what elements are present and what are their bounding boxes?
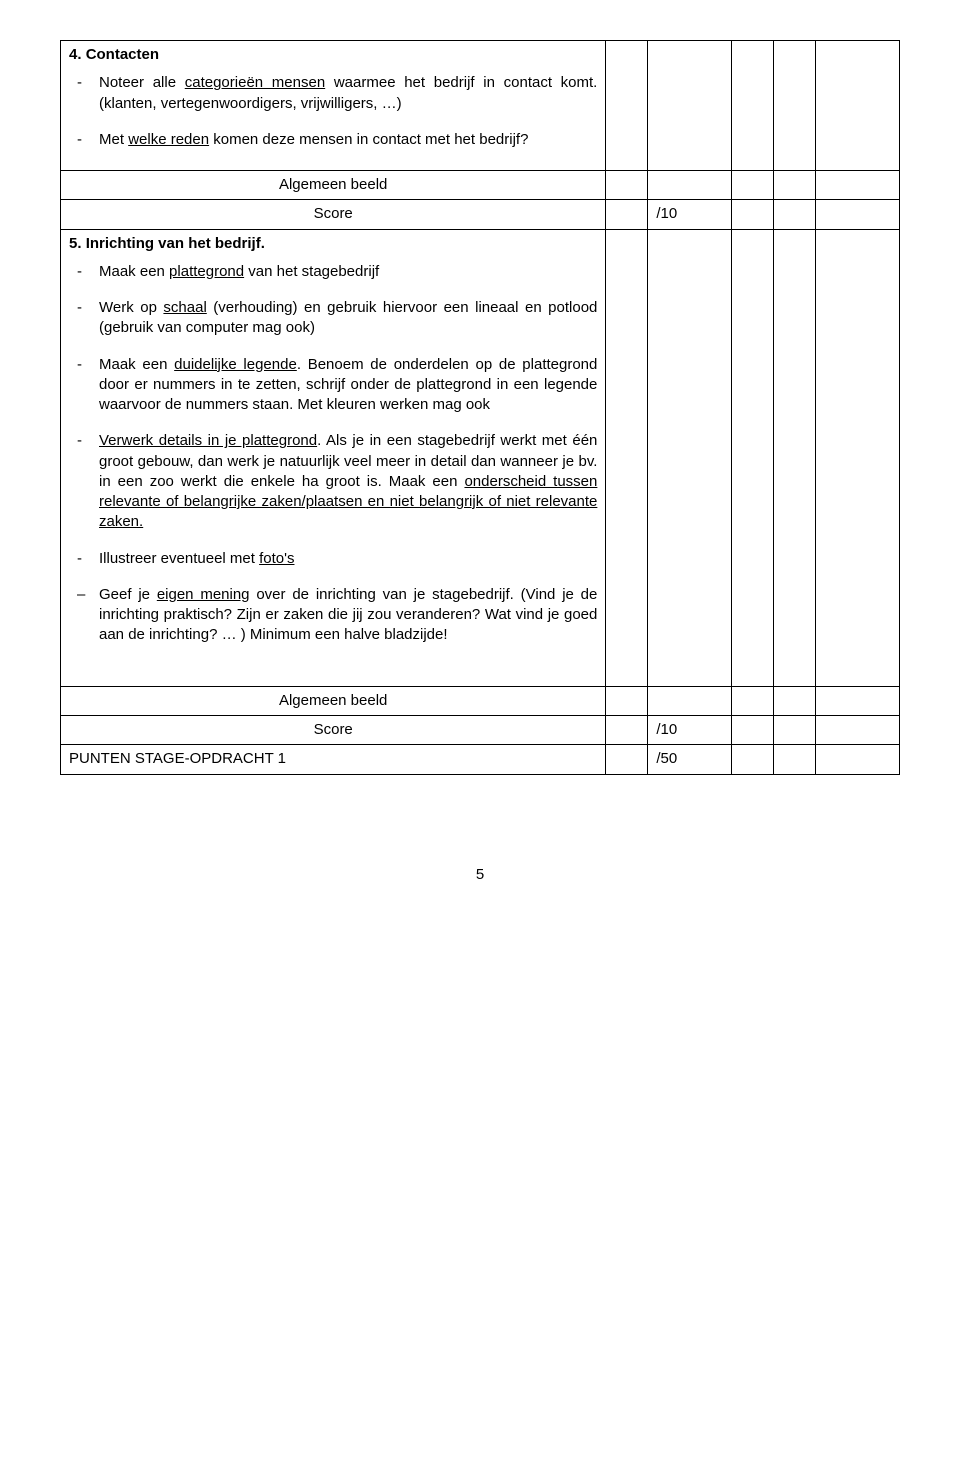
section-5-row: 5. Inrichting van het bedrijf. Maak een … — [61, 229, 900, 686]
section-5-list: Maak een plattegrond van het stagebedrij… — [69, 262, 597, 569]
section-4-score-row: Score /10 — [61, 200, 900, 229]
section-4-item-2: Met welke reden komen deze mensen in con… — [99, 130, 597, 150]
algemeen-beeld-label: Algemeen beeld — [279, 176, 387, 193]
score-label: Score — [314, 205, 353, 222]
section-5-item-4: Verwerk details in je plattegrond. Als j… — [99, 431, 597, 532]
section-5-score-value: /10 — [648, 716, 732, 745]
section-4-title: Contacten — [86, 46, 159, 63]
section-5-number: 5. — [69, 235, 82, 252]
section-5-item-6: Geef je eigen mening over de inrichting … — [99, 585, 597, 646]
section-5-list-endash: Geef je eigen mening over de inrichting … — [69, 585, 597, 646]
section-5-item-1: Maak een plattegrond van het stagebedrij… — [99, 262, 597, 282]
section-4-list: Noteer alle categorieën mensen waarmee h… — [69, 73, 597, 150]
section-5-score-row: Score /10 — [61, 716, 900, 745]
section-5-item-2: Werk op schaal (verhouding) en gebruik h… — [99, 298, 597, 339]
page-number: 5 — [60, 865, 900, 885]
section-4-score-value: /10 — [648, 200, 732, 229]
total-row: PUNTEN STAGE-OPDRACHT 1 /50 — [61, 745, 900, 774]
total-label: PUNTEN STAGE-OPDRACHT 1 — [69, 750, 286, 767]
section-4-algemeen-row: Algemeen beeld — [61, 171, 900, 200]
section-5-item-5: Illustreer eventueel met foto's — [99, 549, 597, 569]
section-5-algemeen-row: Algemeen beeld — [61, 686, 900, 715]
score-label-5: Score — [314, 721, 353, 738]
algemeen-beeld-label-5: Algemeen beeld — [279, 692, 387, 709]
section-4-item-1: Noteer alle categorieën mensen waarmee h… — [99, 73, 597, 114]
section-4-row: 4. Contacten Noteer alle categorieën men… — [61, 41, 900, 171]
total-value: /50 — [648, 745, 732, 774]
evaluation-table: 4. Contacten Noteer alle categorieën men… — [60, 40, 900, 775]
section-5-item-3: Maak een duidelijke legende. Benoem de o… — [99, 355, 597, 416]
section-5-title: Inrichting van het bedrijf. — [86, 235, 265, 252]
section-4-number: 4. — [69, 46, 82, 63]
